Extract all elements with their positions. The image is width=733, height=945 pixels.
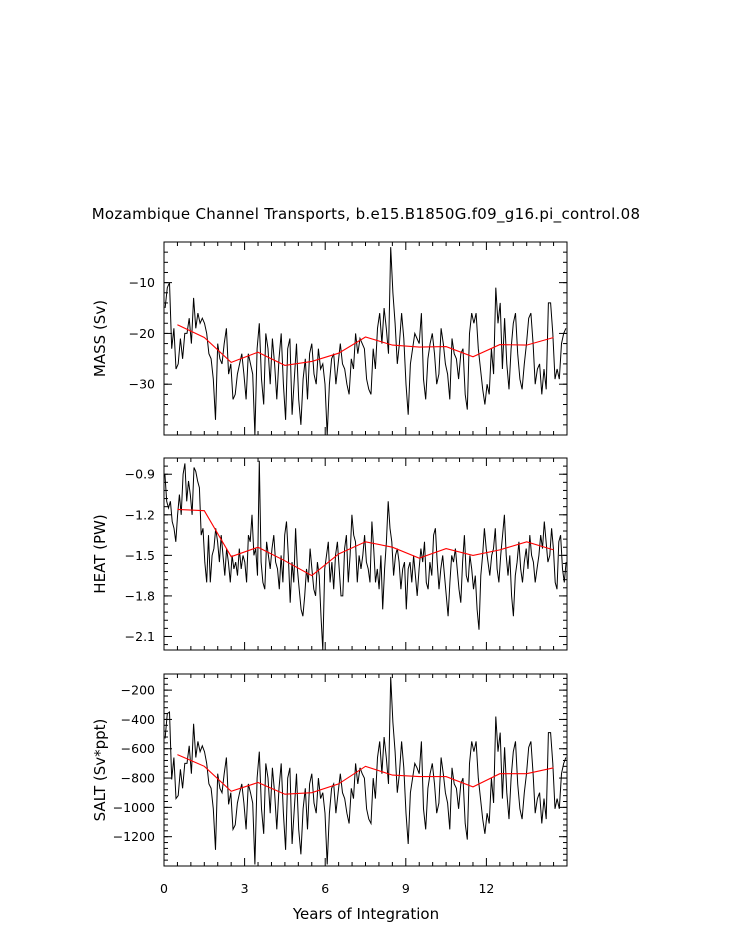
- panel-2: −0.9 −1.2 −1.5 −1.8 −2.1 HEAT (PW): [91, 457, 568, 651]
- chart-title: Mozambique Channel Transports, b.e15.B18…: [92, 205, 641, 224]
- series-line-monthly: [164, 247, 567, 435]
- y-tick-label: −1.8: [125, 588, 155, 603]
- x-tick-label: 6: [321, 881, 329, 896]
- x-tick-label: 0: [160, 881, 168, 896]
- y-tick-label: −2.1: [125, 629, 155, 644]
- y-tick-label: −200: [121, 683, 155, 698]
- y-tick-label: −1.2: [125, 507, 155, 522]
- series-line-annual: [177, 324, 554, 366]
- y-tick-label: −600: [121, 741, 155, 756]
- x-axis-label: Years of Integration: [292, 905, 439, 923]
- series-line-monthly: [164, 676, 567, 865]
- y-tick-label: −1000: [113, 800, 155, 815]
- y-axis-label: HEAT (PW): [91, 514, 109, 593]
- panel-1: −10 −20 −30 MASS (Sv): [91, 241, 568, 436]
- y-tick-label: −0.9: [125, 467, 155, 482]
- x-axis: 0 3 6 9 12: [160, 881, 494, 896]
- y-tick-label: −30: [129, 377, 155, 392]
- y-tick-label: −1200: [113, 829, 155, 844]
- y-axis-label: MASS (Sv): [91, 300, 109, 377]
- x-tick-label: 9: [402, 881, 410, 896]
- y-tick-label: −800: [121, 771, 155, 786]
- x-tick-label: 12: [478, 881, 494, 896]
- plot-panels: −10 −20 −30 MASS (Sv) −0.9 −1.2 −1.5 −1.8 −2.1 HE…: [91, 241, 568, 867]
- y-tick-label: −10: [129, 275, 155, 290]
- y-tick-label: −20: [129, 326, 155, 341]
- panel-3: −200 −400 −600 −800 −1000 −1200 SALT (Sv*ppt): [91, 673, 568, 867]
- series-line-annual: [177, 754, 554, 795]
- y-axis-label: SALT (Sv*ppt): [91, 719, 109, 822]
- y-tick-label: −1.5: [125, 548, 155, 563]
- x-tick-label: 3: [241, 881, 249, 896]
- series-line-monthly: [164, 460, 567, 650]
- series-line-annual: [177, 508, 554, 577]
- y-tick-label: −400: [121, 712, 155, 727]
